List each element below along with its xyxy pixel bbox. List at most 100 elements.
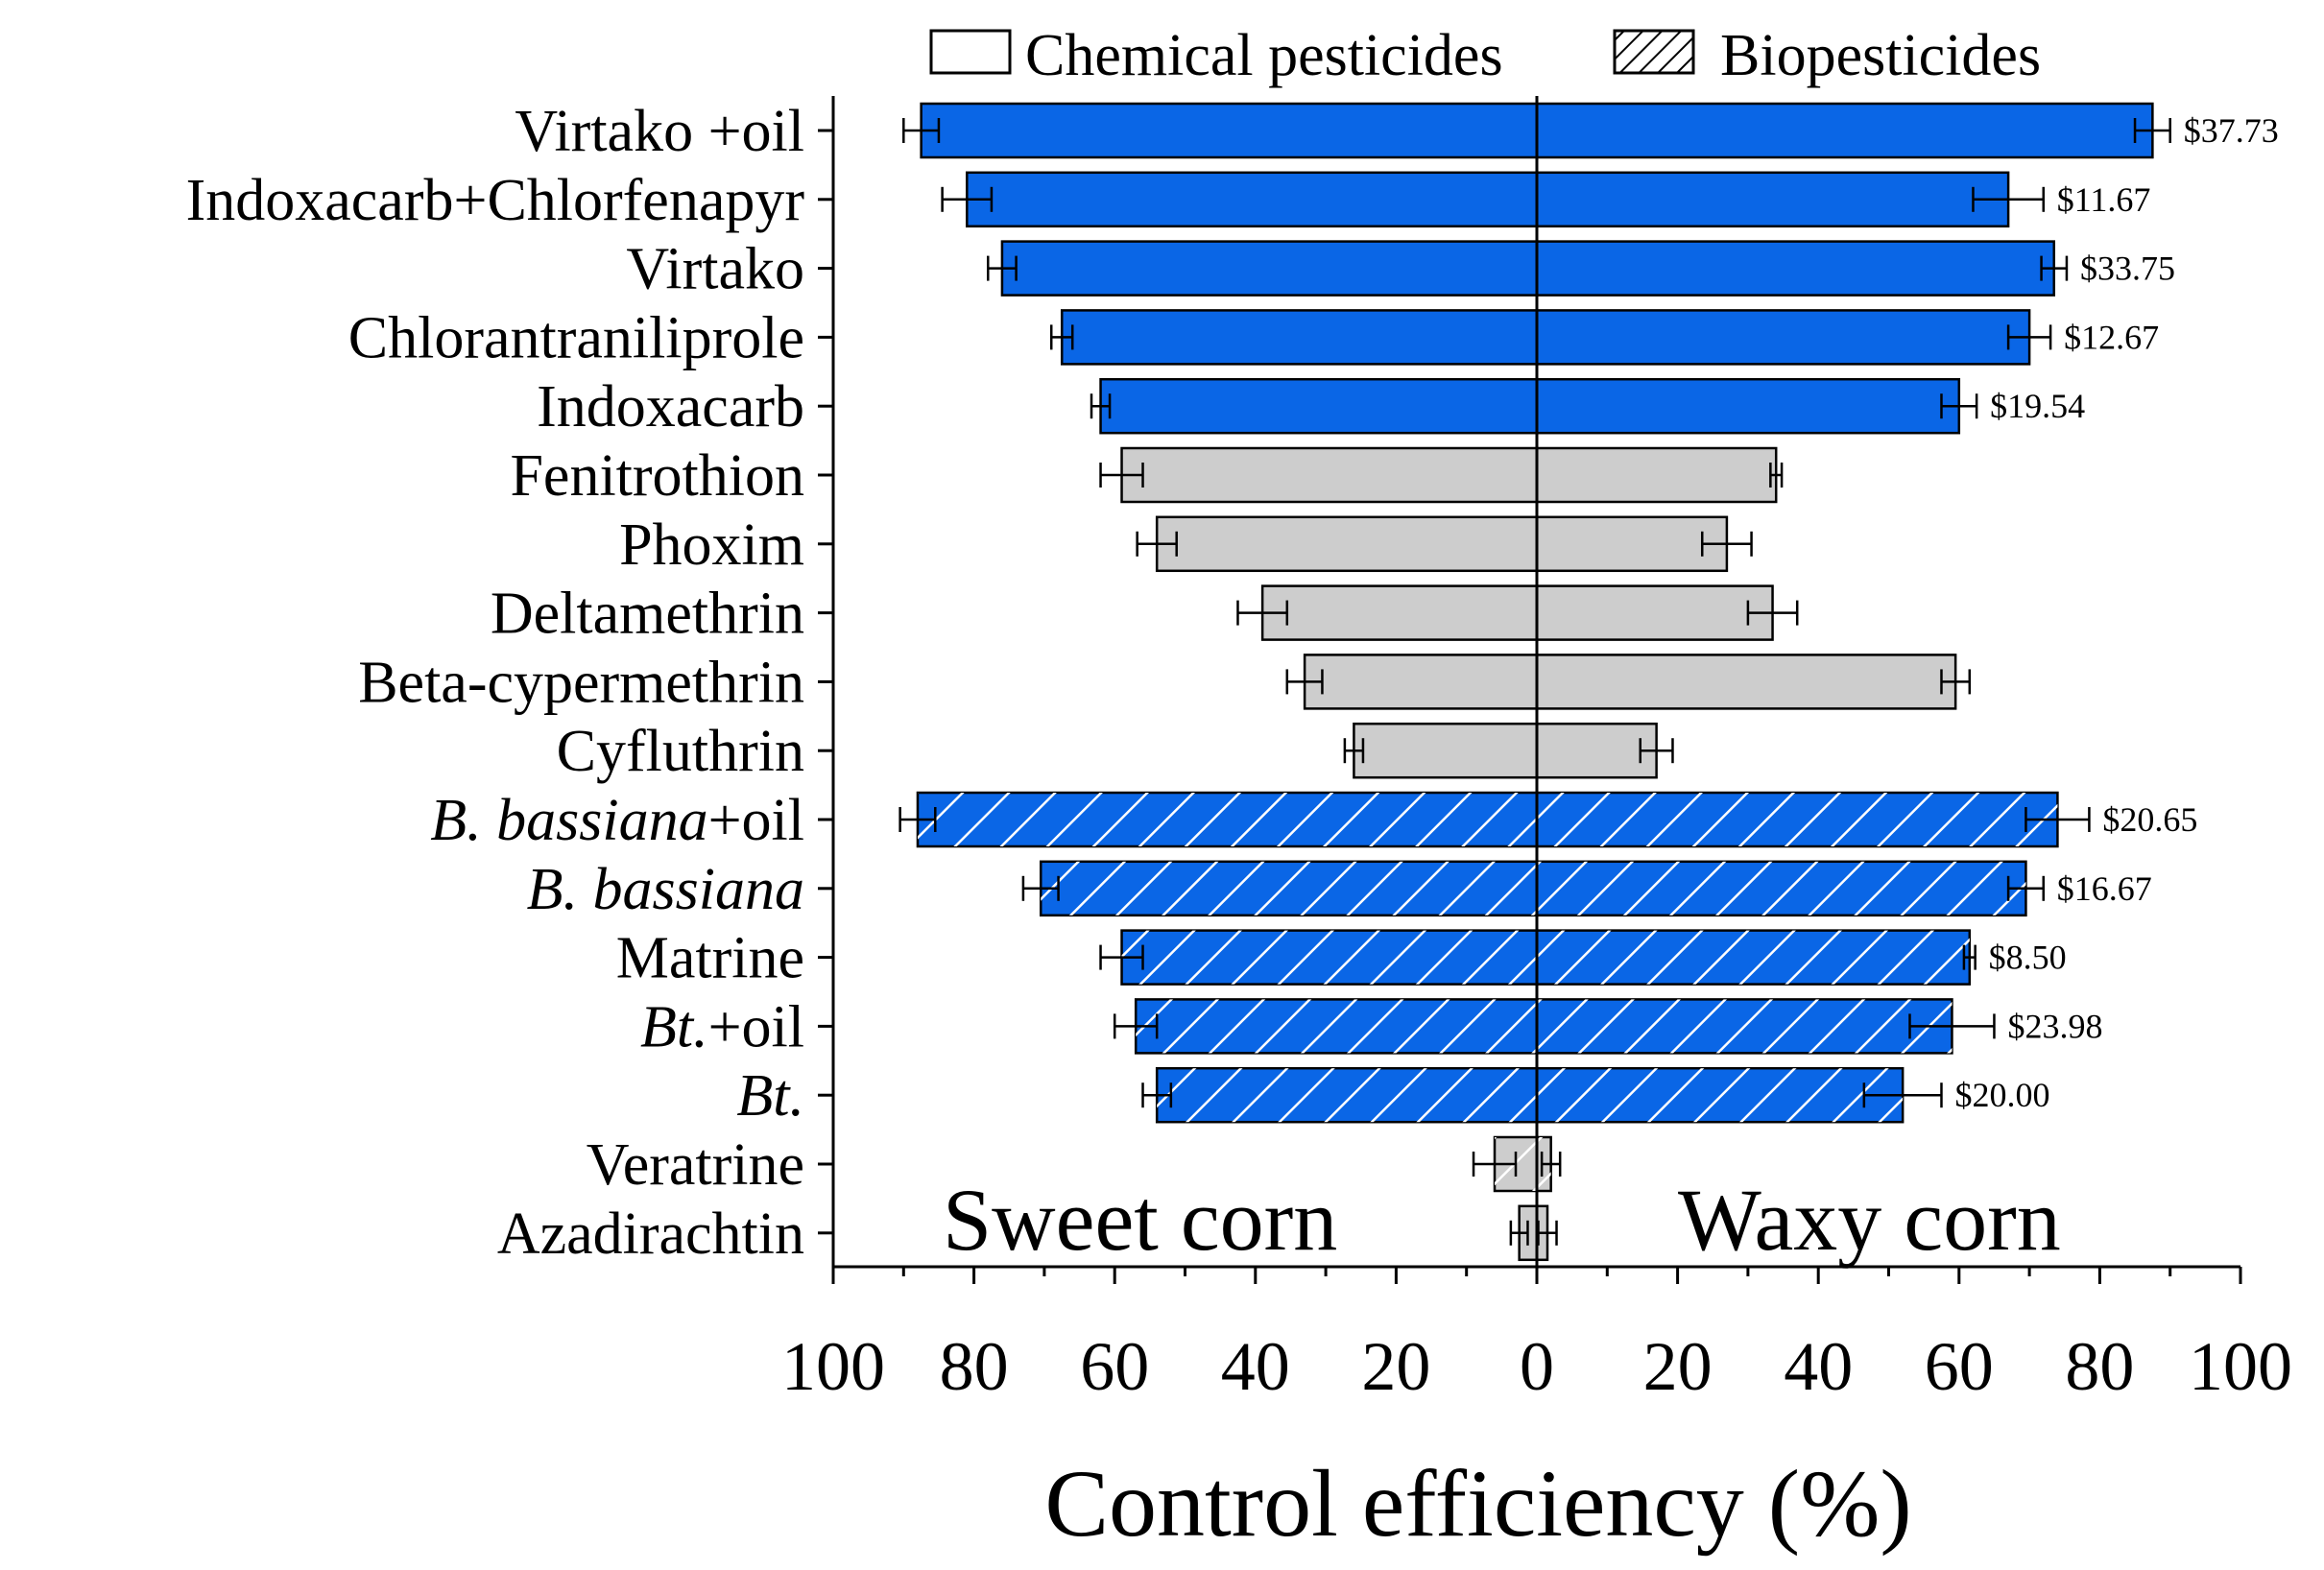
bars-layer: $37.73 $11.67 $33.75 $12.67 $19.54 $20.65 $16.… (898, 102, 2279, 1262)
error-bar-sweet-indoxacarb (1090, 393, 1112, 419)
x-tick-label-right-20: 20 (1643, 1328, 1713, 1405)
error-bar-waxy-virtako (2040, 255, 2069, 281)
bar-waxy-indoxacarb-chlorfenapyr (1535, 171, 2010, 228)
cost-label-virtako-oil: $37.73 (2184, 111, 2279, 150)
bar-sweet-chlorantraniliprole (1060, 309, 1539, 366)
hatch-sweet-b-bassiana-oil (917, 793, 1537, 846)
x-tick-label-right-80: 80 (2065, 1328, 2134, 1405)
category-labels: Virtako +oilIndoxacarb+ChlorfenapyrVirta… (186, 99, 833, 1267)
category-label-beta-cypermethrin: Beta-cypermethrin (358, 650, 804, 715)
category-label-indoxacarb: Indoxacarb (537, 374, 804, 440)
x-tick-label-left-100: 100 (781, 1328, 885, 1405)
error-bar-waxy-bt (1862, 1082, 1943, 1108)
error-bar-sweet-bt (1141, 1082, 1173, 1108)
x-tick-label-left-60: 60 (1080, 1328, 1149, 1405)
bar-sweet-beta-cypermethrin (1303, 654, 1539, 710)
bar-waxy-virtako (1535, 240, 2056, 297)
error-bar-waxy-chlorantraniliprole (2006, 324, 2052, 350)
hatch-waxy-bt-oil (1537, 999, 1953, 1054)
hatch-waxy-matrine (1537, 930, 1970, 985)
error-bar-sweet-bt-oil (1113, 1013, 1159, 1039)
category-label-virtako-oil: Virtako +oil (515, 99, 804, 164)
error-bar-waxy-deltamethrin (1746, 600, 1799, 626)
error-bar-waxy-phoxim (1701, 531, 1753, 557)
category-label-veratrine: Veratrine (587, 1132, 804, 1198)
category-label-cyfluthrin: Cyfluthrin (557, 719, 804, 784)
error-bar-sweet-b-bassiana-oil (898, 807, 937, 832)
category-label-phoxim: Phoxim (619, 512, 804, 578)
error-bar-waxy-indoxacarb-chlorfenapyr (1972, 186, 2046, 212)
error-bar-waxy-b-bassiana (2006, 875, 2046, 901)
bar-waxy-beta-cypermethrin (1535, 654, 1957, 710)
cost-label-bt-oil: $23.98 (2007, 1007, 2102, 1045)
group-label-waxy-corn: Waxy corn (1678, 1171, 2061, 1269)
category-label-indoxacarb-chlorfenapyr: Indoxacarb+Chlorfenapyr (186, 168, 805, 233)
hatch-sweet-b-bassiana (1041, 861, 1537, 916)
cost-label-bt: $20.00 (1954, 1076, 2049, 1114)
error-bar-sweet-fenitrothion (1099, 463, 1144, 488)
bar-waxy-fenitrothion (1535, 446, 1778, 504)
x-tick-label-right-60: 60 (1925, 1328, 1994, 1405)
x-axis-ticks: 100 80 60 40 20 0 20 40 60 80 100 (781, 1267, 2292, 1405)
x-tick-label-right-0: 0 (1520, 1328, 1554, 1405)
x-axis-title: Control efficiency (%) (1044, 1450, 1911, 1557)
x-tick-label-right-100: 100 (2189, 1328, 2292, 1405)
bar-waxy-virtako-oil (1535, 102, 2154, 159)
legend-swatch-bio (1613, 29, 1695, 75)
error-bar-sweet-chlorantraniliprole (1049, 324, 1074, 350)
error-bar-waxy-virtako-oil (2133, 118, 2171, 143)
error-bar-sweet-b-bassiana (1021, 875, 1060, 901)
error-bar-waxy-fenitrothion (1769, 463, 1784, 488)
bar-waxy-phoxim (1535, 515, 1729, 573)
error-bar-sweet-virtako-oil (902, 118, 941, 143)
bar-sweet-deltamethrin (1260, 584, 1539, 641)
error-bar-waxy-veratrine (1540, 1152, 1562, 1177)
bar-sweet-fenitrothion (1120, 446, 1539, 504)
error-bar-waxy-matrine (1962, 944, 1977, 970)
cost-label-matrine: $8.50 (1989, 939, 2067, 977)
x-tick-label-right-40: 40 (1784, 1328, 1853, 1405)
cost-label-b-bassiana: $16.67 (2057, 869, 2152, 908)
error-bar-sweet-matrine (1099, 944, 1144, 970)
error-bar-waxy-indoxacarb (1940, 393, 1978, 419)
cost-label-indoxacarb: $19.54 (1990, 387, 2085, 425)
error-bar-sweet-azadirachtin (1509, 1220, 1529, 1246)
category-label-chlorantraniliprole: Chlorantraniliprole (348, 305, 804, 370)
bar-sweet-indoxacarb (1099, 377, 1539, 435)
error-bar-sweet-indoxacarb-chlorfenapyr (941, 186, 994, 212)
hatch-waxy-bt (1537, 1068, 1904, 1123)
category-label-virtako: Virtako (626, 237, 804, 302)
hatch-sweet-bt-oil (1136, 999, 1537, 1054)
error-bar-sweet-phoxim (1136, 531, 1178, 557)
category-label-deltamethrin: Deltamethrin (491, 582, 804, 647)
error-bar-sweet-veratrine (1472, 1152, 1518, 1177)
category-label-azadirachtin: Azadirachtin (497, 1201, 804, 1267)
error-bar-sweet-deltamethrin (1236, 600, 1289, 626)
legend: Chemical pesticides Biopesticides (929, 23, 2041, 88)
error-bar-sweet-beta-cypermethrin (1285, 669, 1324, 695)
error-bar-sweet-cyfluthrin (1343, 738, 1365, 764)
bar-sweet-indoxacarb-chlorfenapyr (966, 171, 1539, 228)
legend-label-bio: Biopesticides (1720, 23, 2041, 88)
hatch-sweet-bt (1157, 1068, 1537, 1123)
bar-waxy-deltamethrin (1535, 584, 1774, 641)
bar-waxy-cyfluthrin (1535, 722, 1658, 779)
category-label-fenitrothion: Fenitrothion (510, 443, 804, 509)
group-label-sweet-corn: Sweet corn (943, 1171, 1337, 1269)
hatch-waxy-b-bassiana (1537, 861, 2026, 916)
x-tick-label-left-40: 40 (1221, 1328, 1290, 1405)
category-label-b-bassiana: B. bassiana (527, 857, 804, 922)
cost-label-b-bassiana-oil: $20.65 (2102, 800, 2197, 839)
cost-label-virtako: $33.75 (2080, 250, 2175, 288)
x-tick-label-left-80: 80 (940, 1328, 1009, 1405)
legend-label-chemical: Chemical pesticides (1025, 23, 1503, 88)
bar-sweet-cyfluthrin (1353, 722, 1539, 779)
error-bar-waxy-cyfluthrin (1639, 738, 1674, 764)
bar-sweet-phoxim (1155, 515, 1539, 573)
error-bar-waxy-bt-oil (1908, 1013, 1996, 1039)
legend-swatch-chemical (929, 29, 1012, 75)
cost-label-indoxacarb-chlorfenapyr: $11.67 (2057, 180, 2151, 219)
error-bar-waxy-beta-cypermethrin (1940, 669, 1972, 695)
bar-waxy-chlorantraniliprole (1535, 309, 2031, 366)
